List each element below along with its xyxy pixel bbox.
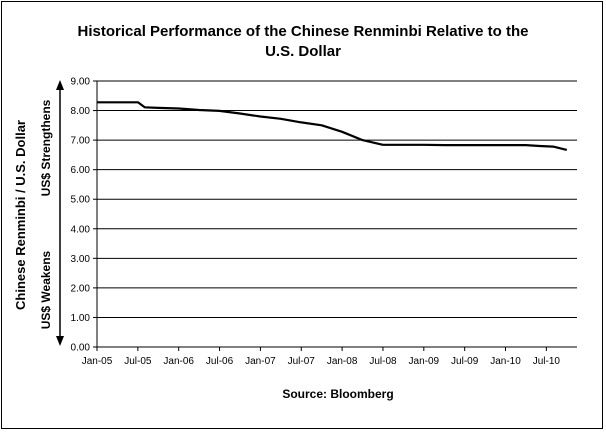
x-tick-label: Jul-09 bbox=[451, 356, 479, 367]
x-tick-label: Jan-05 bbox=[82, 356, 113, 367]
gridlines bbox=[97, 80, 577, 318]
arrow-up-head bbox=[56, 80, 64, 90]
y-tick-label: 3.00 bbox=[71, 254, 91, 265]
y-tick-label: 6.00 bbox=[71, 165, 91, 176]
y-tick-label: 0.00 bbox=[71, 343, 91, 354]
x-tick-label: Jan-06 bbox=[163, 356, 194, 367]
y-axis: 0.00 1.00 2.00 3.00 4.00 5.00 6.00 7.00 8.00 9.00 bbox=[71, 77, 98, 354]
x-tick-label: Jan-08 bbox=[327, 356, 358, 367]
direction-arrow bbox=[56, 80, 64, 346]
chart-title-line1: Historical Performance of the Chinese Re… bbox=[78, 23, 529, 40]
x-tick-label: Jan-09 bbox=[409, 356, 440, 367]
series-line bbox=[97, 101, 568, 151]
y-tick-label: 2.00 bbox=[71, 283, 91, 294]
x-tick-label: Jul-07 bbox=[288, 356, 316, 367]
y-axis-label: Chinese Renminbi / U.S. Dollar bbox=[13, 120, 28, 310]
chart-title-line2: U.S. Dollar bbox=[265, 43, 341, 60]
y-tick-label: 8.00 bbox=[71, 106, 91, 117]
y-tick-label: 7.00 bbox=[71, 136, 91, 147]
y-tick-label: 1.00 bbox=[71, 313, 91, 324]
arrow-down-head bbox=[56, 336, 64, 346]
arrow-up-label: US$ Strengthens bbox=[39, 99, 53, 196]
y-tick-label: 5.00 bbox=[71, 195, 91, 206]
x-tick-label: Jul-06 bbox=[206, 356, 234, 367]
arrow-down-label: US$ Weakens bbox=[39, 250, 53, 329]
x-tick-label: Jan-07 bbox=[245, 356, 276, 367]
source-note: Source: Bloomberg bbox=[282, 387, 393, 401]
y-tick-label: 4.00 bbox=[71, 224, 91, 235]
x-tick-label: Jan-10 bbox=[490, 356, 521, 367]
x-tick-label: Jul-10 bbox=[533, 356, 561, 367]
y-tick-label: 9.00 bbox=[71, 77, 91, 88]
x-tick-label: Jul-08 bbox=[369, 356, 397, 367]
x-tick-label: Jul-05 bbox=[124, 356, 152, 367]
series-layer bbox=[97, 101, 568, 151]
x-axis: Jan-05 Jul-05 Jan-06 Jul-06 Jan-07 Jul-07 Jan-… bbox=[82, 346, 577, 367]
